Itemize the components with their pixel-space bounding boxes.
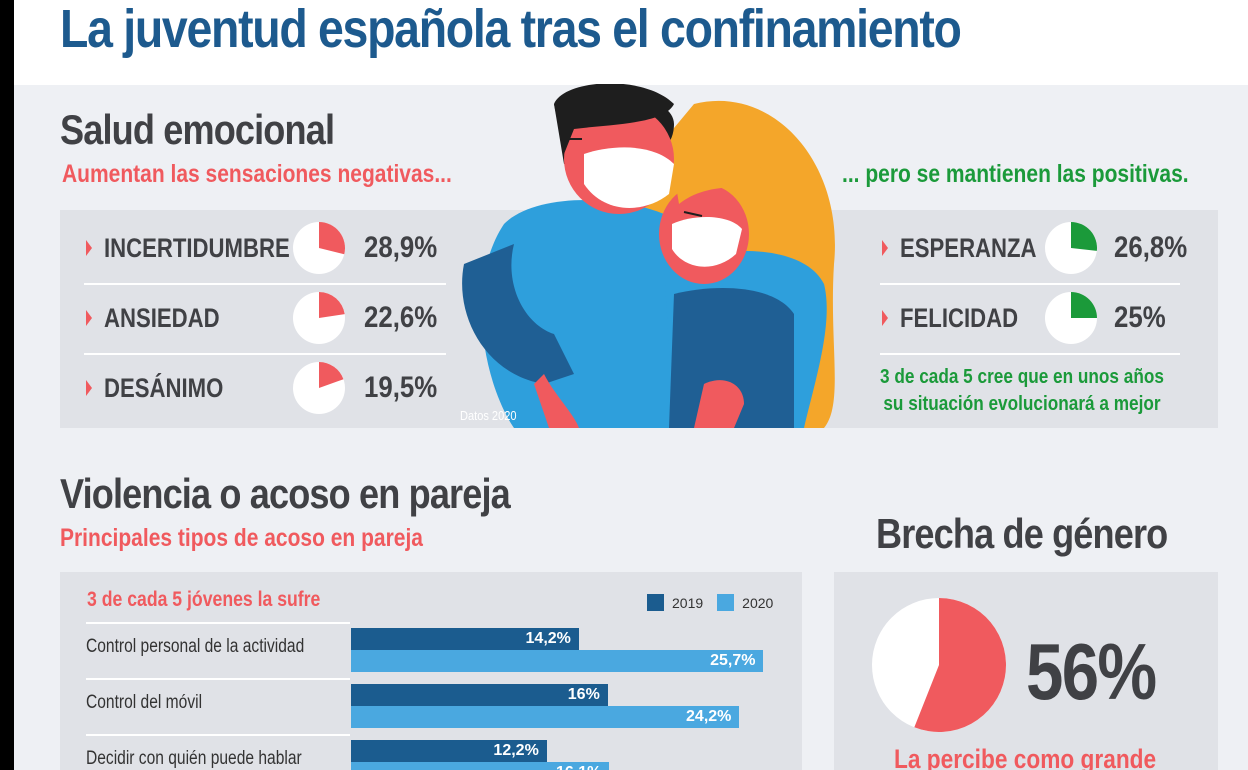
- divider: [84, 353, 446, 355]
- violencia-heading: Violencia o acoso en pareja: [60, 470, 511, 517]
- category-label: Control personal de la actividad: [86, 636, 305, 657]
- emotion-pie: [1045, 222, 1097, 274]
- arrow-icon: [882, 310, 888, 326]
- divider: [86, 622, 350, 624]
- emotion-row: ANSIEDAD 22,6%: [86, 283, 446, 353]
- positive-note: 3 de cada 5 cree que en unos años su situ…: [880, 364, 1164, 418]
- header-band: La juventud española tras el confinamien…: [14, 0, 1248, 85]
- source-note: Datos 2020: [460, 408, 517, 423]
- emotion-row: ESPERANZA 26,8%: [882, 213, 1242, 283]
- emotion-pie: [1045, 292, 1097, 344]
- pie-slice: [319, 292, 345, 318]
- emotion-value: 28,9%: [364, 231, 438, 264]
- emotion-label: ANSIEDAD: [104, 302, 220, 333]
- emotion-value: 25%: [1114, 301, 1166, 334]
- emotion-label: INCERTIDUMBRE: [104, 232, 290, 263]
- arrow-icon: [86, 380, 92, 396]
- violencia-subtitle: Principales tipos de acoso en pareja: [60, 524, 423, 552]
- brecha-pie: [872, 598, 1006, 732]
- negative-subtitle: Aumentan las sensaciones negativas...: [62, 160, 452, 188]
- divider: [86, 678, 350, 680]
- divider: [86, 734, 350, 736]
- emotion-pie: [293, 292, 345, 344]
- bar-2020: 25,7%: [351, 650, 764, 672]
- legend-label: 2019: [672, 594, 704, 611]
- pie-slice: [319, 222, 345, 255]
- divider: [880, 353, 1180, 355]
- pie-slice: [914, 598, 1006, 732]
- category-label: Decidir con quién puede hablar: [86, 748, 302, 769]
- note-line: 3 de cada 5 cree que en unos años: [880, 366, 1164, 388]
- brecha-value: 56%: [1026, 627, 1157, 716]
- infographic: La juventud española tras el confinamien…: [14, 0, 1248, 770]
- arrow-icon: [86, 240, 92, 256]
- legend: 2019 2020: [647, 594, 773, 611]
- divider: [84, 283, 446, 285]
- brecha-heading: Brecha de género: [876, 510, 1168, 557]
- emotion-label: DESÁNIMO: [104, 372, 224, 403]
- pie-slice: [319, 362, 344, 388]
- emotion-value: 26,8%: [1114, 231, 1188, 264]
- brecha-caption: La percibe como grande: [894, 744, 1157, 770]
- emotion-row: DESÁNIMO 19,5%: [86, 353, 446, 423]
- legend-label: 2020: [742, 594, 774, 611]
- pie-slice: [1071, 222, 1097, 251]
- emotion-pie: [293, 222, 345, 274]
- emotion-value: 22,6%: [364, 301, 438, 334]
- note-line: su situación evolucionará a mejor: [883, 393, 1161, 415]
- legend-swatch-2020: [717, 594, 735, 611]
- salud-heading: Salud emocional: [60, 106, 335, 153]
- category-label: Control del móvil: [86, 692, 203, 713]
- arrow-icon: [86, 310, 92, 326]
- emotion-row: FELICIDAD 25%: [882, 283, 1242, 353]
- legend-swatch-2019: [647, 594, 664, 611]
- arrow-icon: [882, 240, 888, 256]
- page-title: La juventud española tras el confinamien…: [60, 0, 962, 59]
- pie-slice: [1071, 292, 1097, 318]
- emotion-value: 19,5%: [364, 371, 438, 404]
- bar-2020: 24,2%: [351, 706, 740, 728]
- divider: [880, 283, 1180, 285]
- emotion-label: FELICIDAD: [900, 302, 1019, 333]
- emotion-row: INCERTIDUMBRE 28,9%: [86, 213, 446, 283]
- bar-2019: 12,2%: [351, 740, 547, 762]
- chart-title: 3 de cada 5 jóvenes la sufre: [87, 588, 321, 611]
- emotion-label: ESPERANZA: [900, 232, 1037, 263]
- emotion-pie: [293, 362, 345, 414]
- couple-illustration: [462, 84, 835, 428]
- positive-subtitle: ... pero se mantienen las positivas.: [842, 160, 1189, 188]
- bar-2019: 16%: [351, 684, 608, 706]
- bar-2019: 14,2%: [351, 628, 579, 650]
- bar-2020: 16,1%: [351, 762, 610, 770]
